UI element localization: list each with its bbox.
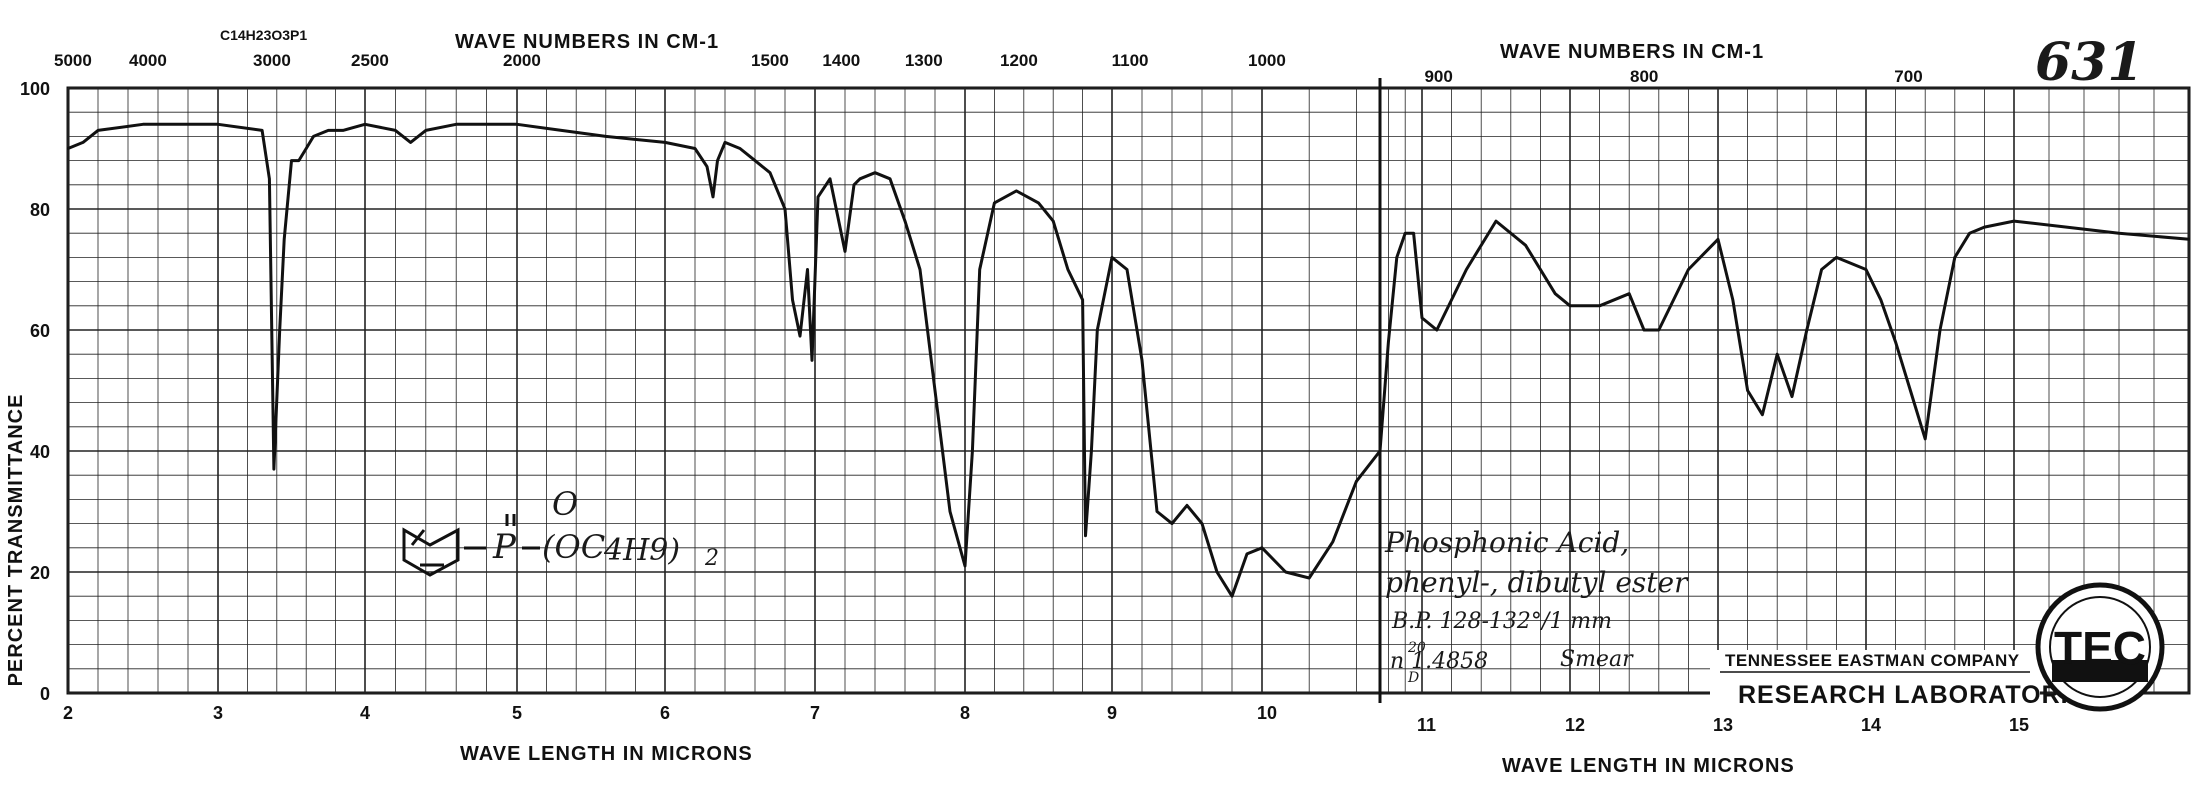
top-tick-label: 3000	[253, 51, 291, 70]
top-tick-label: 2000	[503, 51, 541, 70]
sample-prep: Smear	[1560, 647, 1634, 672]
x-tick-label: 4	[360, 703, 370, 723]
x-tick-label: 5	[512, 703, 522, 723]
x-tick-label: 2	[63, 703, 73, 723]
compound-annotation: Phosphonic Acid, phenyl-, dibutyl ester …	[1384, 526, 1689, 686]
y-tick-label: 60	[30, 321, 50, 341]
lab-name: RESEARCH LABORATORIES	[1738, 681, 2104, 709]
x-tick-label: 6	[660, 703, 670, 723]
series-layer	[66, 122, 2191, 598]
multiplier-label: 2	[704, 546, 719, 571]
sheet-number: 631	[2035, 32, 2144, 93]
x-tick-label: 3	[213, 703, 223, 723]
compound-name-line2: phenyl-, dibutyl ester	[1385, 566, 1689, 599]
top-axis-label-right: WAVE NUMBERS IN CM-1	[1500, 41, 1764, 63]
refractive-index-sup: 20	[1407, 640, 1426, 656]
oxygen-label: O	[552, 485, 578, 523]
phosphorus-label: P	[492, 527, 517, 567]
x-tick-label: 9	[1107, 703, 1117, 723]
refractive-index-sub: D	[1407, 670, 1419, 686]
substituent-label: (OC	[542, 528, 605, 566]
x-axis-label-right: WAVE LENGTH IN MICRONS	[1502, 755, 1795, 777]
x-tick-label: 8	[960, 703, 970, 723]
top-tick-label: 800	[1630, 67, 1658, 86]
refractive-index: n 1.4858	[1390, 649, 1488, 674]
compound-name-line1: Phosphonic Acid,	[1384, 526, 1629, 559]
x-axis-label-left: WAVE LENGTH IN MICRONS	[460, 743, 753, 765]
y-axis-label: PERCENT TRANSMITTANCE	[5, 394, 27, 687]
company-name: TENNESSEE EASTMAN COMPANY	[1725, 651, 2020, 670]
top-tick-label: 1300	[905, 51, 943, 70]
top-tick-label: 1100	[1112, 51, 1149, 70]
x-tick-label: 11	[1417, 715, 1436, 735]
top-tick-label: 900	[1424, 67, 1452, 86]
company-logo-letters: TEC	[2054, 622, 2146, 674]
x-tick-label: 15	[2009, 715, 2029, 735]
top-tick-label: 1000	[1248, 51, 1286, 70]
y-tick-label: 0	[40, 684, 50, 704]
formula-label: C14H23O3P1	[220, 27, 307, 43]
top-tick-label: 1500	[751, 51, 789, 70]
x-tick-label: 10	[1257, 703, 1277, 723]
benzene-inner-line-2	[410, 529, 426, 546]
top-tick-label: 1200	[1000, 51, 1038, 70]
benzene-ring-icon	[402, 527, 460, 577]
top-tick-label: 700	[1894, 67, 1922, 86]
x-tick-label: 14	[1861, 715, 1881, 735]
top-tick-label: 2500	[351, 51, 389, 70]
y-tick-label: 40	[30, 442, 50, 462]
top-axis-label-left: WAVE NUMBERS IN CM-1	[455, 31, 719, 53]
y-tick-label: 100	[20, 79, 50, 99]
y-tick-label: 20	[30, 563, 50, 583]
x-tick-label: 13	[1713, 715, 1733, 735]
x-tick-label: 7	[810, 703, 820, 723]
structure-drawing: P O (OC 4H9) 2	[402, 485, 719, 577]
axis-ticks: 0 20 40 60 80 100 2 3 4 5 6 7 8 9 10 11 12 13 14 15 5000 4000…	[20, 51, 2029, 735]
top-tick-label: 5000	[54, 51, 92, 70]
top-tick-label: 4000	[129, 51, 167, 70]
x-tick-label: 12	[1565, 715, 1585, 735]
company-stamp: TENNESSEE EASTMAN COMPANY RESEARCH LABOR…	[1710, 582, 2165, 712]
butyl-label: 4H9)	[603, 533, 680, 568]
boiling-point: B.P. 128-132°/1 mm	[1391, 609, 1612, 634]
top-tick-label: 1400	[822, 51, 860, 70]
y-tick-label: 80	[30, 200, 50, 220]
company-seal-inner	[2049, 596, 2151, 698]
